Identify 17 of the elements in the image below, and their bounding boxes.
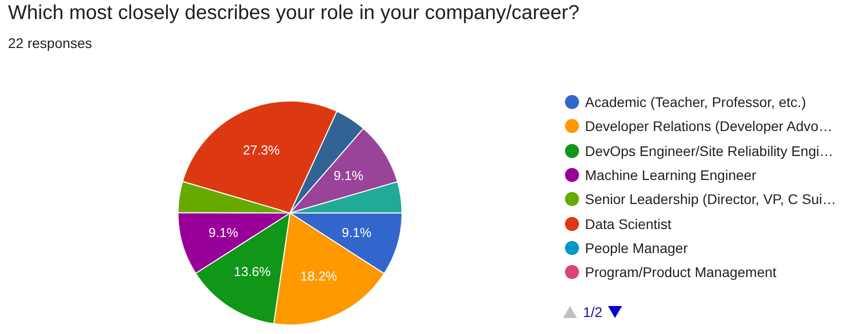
- legend-label: Program/Product Management: [585, 264, 776, 280]
- legend-label: Machine Learning Engineer: [585, 167, 756, 184]
- data-label: 9.1%: [342, 225, 372, 240]
- legend-label: Academic (Teacher, Professor, etc.): [585, 94, 806, 110]
- data-label: 9.1%: [208, 224, 239, 240]
- text: 22 responses: [8, 35, 92, 51]
- legend-label: People Manager: [585, 240, 688, 256]
- data-label: 18.2%: [300, 268, 338, 284]
- text: 1/2: [583, 304, 602, 320]
- legend-label: Developer Relations (Developer Advo…: [585, 118, 832, 134]
- data-label: 9.1%: [334, 168, 364, 184]
- legend-label: DevOps Engineer/Site Reliability Engi…: [585, 142, 834, 159]
- legend-label: Data Scientist: [585, 216, 672, 232]
- legend-label: Senior Leadership (Director, VP, C Sui…: [585, 191, 836, 208]
- data-label: 27.3%: [242, 142, 280, 158]
- data-label: 13.6%: [234, 264, 272, 279]
- chart-title: Which most closely describes your role in your company/career?: [8, 2, 580, 25]
